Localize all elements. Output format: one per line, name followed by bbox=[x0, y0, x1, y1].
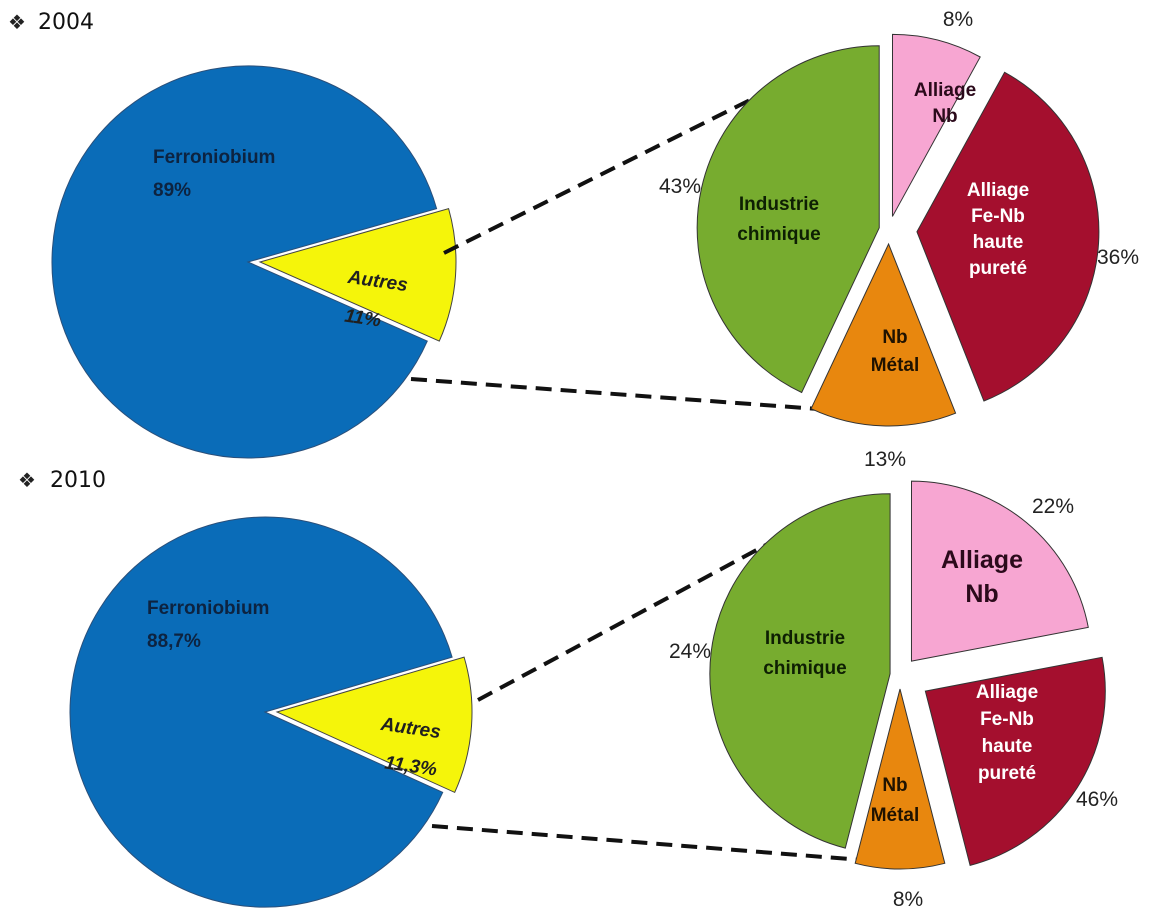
industrie-chimique-label: Industrie chimique bbox=[763, 628, 846, 679]
alliage-nb-percent: 22% bbox=[1032, 495, 1074, 518]
bullet-icon: ❖ bbox=[18, 468, 36, 492]
pie-slice-nb-metal bbox=[810, 242, 957, 427]
connector-line-top bbox=[443, 69, 809, 255]
alliage-nb-label-line: Alliage bbox=[914, 80, 976, 101]
nb-metal-label-line: Métal bbox=[871, 355, 920, 376]
nb-metal-label-line: Nb bbox=[882, 327, 907, 348]
alliage-nb-label-line: Nb bbox=[965, 580, 998, 608]
alliage-nb-percent: 8% bbox=[943, 8, 973, 31]
nb-metal-label-line: Métal bbox=[871, 805, 920, 826]
alliage-fe-nb-label-line: haute bbox=[973, 232, 1024, 253]
pie-slice-alliage-fe-nb bbox=[916, 71, 1100, 402]
alliage-fe-nb-label: Alliage Fe-Nb haute pureté bbox=[976, 682, 1038, 784]
industrie-chimique-label-line: chimique bbox=[763, 658, 846, 679]
connector-line-bottom bbox=[431, 824, 863, 862]
alliage-fe-nb-label-line: Fe-Nb bbox=[980, 709, 1034, 730]
industrie-chimique-percent: 43% bbox=[659, 175, 701, 198]
ferroniobium-label: Ferroniobium bbox=[153, 147, 275, 168]
year-label: 2010 bbox=[50, 468, 106, 493]
alliage-fe-nb-percent: 36% bbox=[1097, 246, 1139, 269]
industrie-chimique-label-line: Industrie bbox=[765, 628, 845, 649]
pie-slice-alliage-nb bbox=[891, 33, 981, 217]
pie-slice-industrie-chimique bbox=[709, 493, 891, 849]
alliage-fe-nb-label: Alliage Fe-Nb haute pureté bbox=[967, 180, 1029, 279]
pie-slice-alliage-fe-nb bbox=[924, 656, 1106, 867]
pie-slice-autres bbox=[258, 207, 457, 342]
year-label: 2004 bbox=[38, 10, 94, 35]
ferroniobium-value: 89% bbox=[153, 180, 191, 201]
pie-slice-ferroniobium bbox=[69, 516, 453, 908]
pie-slice-ferroniobium bbox=[51, 65, 438, 459]
alliage-fe-nb-label-line: pureté bbox=[978, 763, 1036, 784]
alliage-nb-label: Alliage Nb bbox=[914, 80, 976, 127]
pie-slice-nb-metal bbox=[854, 688, 946, 870]
industrie-chimique-percent: 46% bbox=[1076, 788, 1118, 811]
alliage-fe-nb-label-line: Fe-Nb bbox=[971, 206, 1025, 227]
industrie-chimique-label-line: Industrie bbox=[739, 194, 819, 215]
nb-metal-label-line: Nb bbox=[882, 775, 907, 796]
pie-slice-autres bbox=[275, 656, 473, 794]
alliage-fe-nb-label-line: Alliage bbox=[967, 180, 1029, 201]
industrie-chimique-label-line: chimique bbox=[737, 224, 820, 245]
autres-value: 11% bbox=[343, 306, 382, 332]
alliage-fe-nb-label-line: haute bbox=[982, 736, 1033, 757]
nb-metal-label: Nb Métal bbox=[871, 775, 920, 826]
bullet-icon: ❖ bbox=[8, 10, 26, 34]
ferroniobium-value: 88,7% bbox=[147, 631, 201, 652]
pie-slice-industrie-chimique bbox=[696, 45, 880, 394]
nb-metal-percent: 8% bbox=[893, 888, 923, 911]
pie-slice-alliage-nb bbox=[910, 480, 1089, 662]
alliage-fe-nb-label-line: Alliage bbox=[976, 682, 1038, 703]
nb-metal-label: Nb Métal bbox=[871, 327, 920, 376]
nb-metal-percent: 13% bbox=[864, 448, 906, 471]
alliage-nb-label-line: Nb bbox=[932, 106, 957, 127]
alliage-fe-nb-label-line: pureté bbox=[969, 258, 1027, 279]
ferroniobium-label: Ferroniobium bbox=[147, 598, 269, 619]
connector-line-bottom bbox=[410, 377, 833, 412]
alliage-fe-nb-percent: 24% bbox=[669, 640, 711, 663]
industrie-chimique-label: Industrie chimique bbox=[737, 194, 820, 245]
alliage-nb-label-line: Alliage bbox=[941, 546, 1023, 574]
alliage-nb-label: Alliage Nb bbox=[941, 546, 1023, 608]
